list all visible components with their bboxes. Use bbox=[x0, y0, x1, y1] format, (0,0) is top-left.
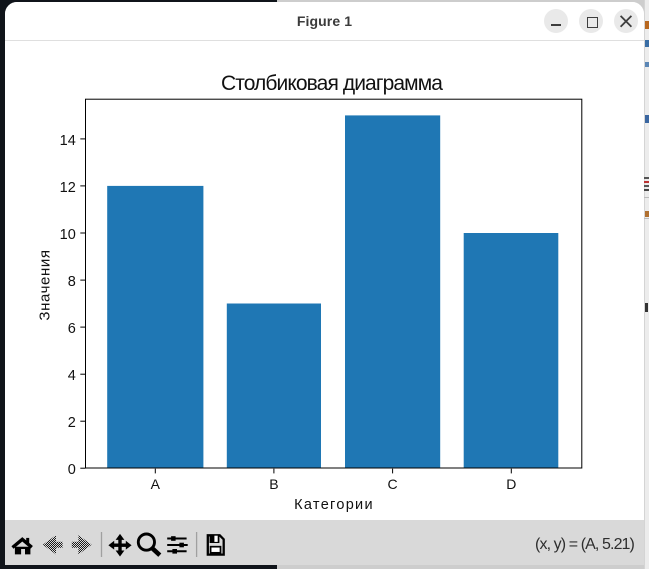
svg-text:B: B bbox=[269, 476, 278, 492]
svg-text:4: 4 bbox=[68, 368, 76, 384]
svg-text:0: 0 bbox=[68, 462, 76, 478]
svg-text:D: D bbox=[506, 476, 516, 492]
svg-text:10: 10 bbox=[60, 227, 76, 243]
svg-text:8: 8 bbox=[68, 274, 76, 290]
svg-text:A: A bbox=[151, 476, 161, 492]
svg-text:6: 6 bbox=[68, 321, 76, 337]
svg-text:14: 14 bbox=[60, 133, 76, 149]
svg-text:Столбиковая диаграмма: Столбиковая диаграмма bbox=[221, 72, 443, 95]
svg-text:2: 2 bbox=[68, 415, 76, 431]
svg-text:12: 12 bbox=[60, 180, 76, 196]
svg-text:Значения: Значения bbox=[37, 249, 54, 320]
svg-text:Категории: Категории bbox=[294, 497, 374, 513]
svg-text:C: C bbox=[388, 476, 398, 492]
